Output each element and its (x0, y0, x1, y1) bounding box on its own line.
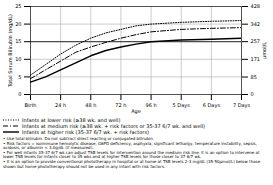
svg-text:0: 0 (251, 91, 254, 97)
html-text:Infants at higher risk (35-37: Infants at higher risk (35-37 6/7 wk. + … (22, 129, 149, 135)
html-text:Infants at lower risk (≥38 wk.: Infants at lower risk (≥38 wk. and well) (22, 117, 121, 123)
svg-text:342: 342 (251, 21, 261, 27)
svg-text:10: 10 (15, 56, 21, 62)
html-text:• For well infants 35-37 6/7 w: • For well infants 35-37 6/7 wk can adju… (3, 149, 260, 160)
svg-text:257: 257 (251, 38, 261, 44)
svg-text:96 h: 96 h (146, 102, 157, 108)
svg-text:5 Days: 5 Days (173, 102, 191, 109)
svg-text:428: 428 (251, 3, 261, 9)
html-text:• Use total bilirubin. Do not: • Use total bilirubin. Do not subtract d… (3, 136, 154, 141)
svg-text:72 h: 72 h (115, 102, 126, 108)
svg-text:171: 171 (251, 56, 261, 62)
html-text:• Risk factors = isoimmune hem: • Risk factors = isoimmune hemolytic dis… (3, 140, 257, 151)
svg-text:24 h: 24 h (55, 102, 66, 108)
svg-text:48 h: 48 h (85, 102, 96, 108)
svg-text:Age: Age (131, 108, 141, 115)
svg-text:20: 20 (15, 21, 21, 27)
svg-text:Total Serum Bilirubin (mg/dL): Total Serum Bilirubin (mg/dL) (7, 14, 14, 88)
html-text:• It is an option to provide c: • It is an option to provide conventiona… (3, 159, 261, 169)
svg-text:7 Days: 7 Days (233, 102, 251, 109)
svg-text:μmol/L: μmol/L (261, 42, 268, 59)
svg-text:Birth: Birth (24, 102, 36, 108)
svg-text:0: 0 (18, 91, 21, 97)
svg-text:5: 5 (18, 74, 21, 80)
svg-text:15: 15 (15, 38, 21, 44)
html-text:Infants at medium risk (≥38 wk: Infants at medium risk (≥38 wk. + risk f… (22, 123, 205, 129)
svg-text:25: 25 (15, 3, 21, 9)
svg-text:85: 85 (251, 74, 257, 80)
svg-text:6 Days: 6 Days (203, 102, 221, 109)
